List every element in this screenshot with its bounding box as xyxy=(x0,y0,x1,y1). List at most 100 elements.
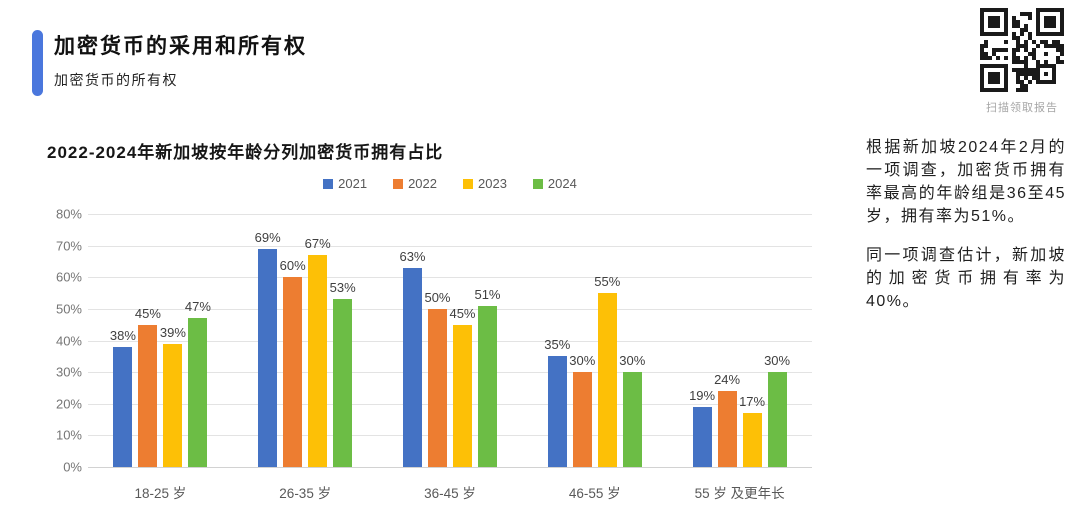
bar xyxy=(258,248,278,467)
legend-label: 2021 xyxy=(338,176,368,191)
bar-column: 19% xyxy=(689,388,715,467)
bar-column: 53% xyxy=(330,280,356,467)
bar-value-label: 51% xyxy=(474,286,501,302)
y-tick-label: 10% xyxy=(55,427,82,443)
bar-column: 30% xyxy=(569,353,595,467)
bar xyxy=(742,413,762,467)
legend-swatch xyxy=(532,178,543,189)
legend-item: 2023 xyxy=(463,176,507,191)
plot-area: 38% 45% 39% 47% 69% 60% 67% 53% 63% 50% 45% 51% 35% 3… xyxy=(88,214,812,468)
bar-column: 67% xyxy=(305,236,331,467)
bar xyxy=(622,372,642,467)
bar xyxy=(692,406,712,467)
bar xyxy=(767,372,787,467)
legend-swatch xyxy=(393,178,404,189)
bar-value-label: 45% xyxy=(449,305,476,321)
bar-column: 30% xyxy=(619,353,645,467)
legend-item: 2024 xyxy=(532,176,577,191)
qr-block: 扫描领取报告 xyxy=(980,8,1064,115)
qr-code xyxy=(980,8,1064,92)
bar-group: 69% 60% 67% 53% xyxy=(233,214,378,467)
bar-column: 51% xyxy=(474,287,501,467)
bar-group: 35% 30% 55% 30% xyxy=(522,214,667,467)
y-tick-label: 40% xyxy=(55,333,82,348)
bar xyxy=(427,308,447,467)
y-tick-label: 0% xyxy=(63,459,82,475)
bar xyxy=(547,356,567,467)
bar-column: 63% xyxy=(399,249,426,467)
y-tick-label: 50% xyxy=(55,301,82,317)
legend-label: 2023 xyxy=(478,176,507,191)
y-tick-label: 30% xyxy=(55,364,82,380)
bar-group: 19% 24% 17% 30% xyxy=(667,214,812,467)
x-axis-line xyxy=(88,467,812,468)
bar-value-label: 30% xyxy=(619,353,646,369)
bar-column: 50% xyxy=(424,290,451,467)
bar-value-label: 30% xyxy=(569,353,596,369)
legend-label: 2022 xyxy=(408,176,437,191)
gridline xyxy=(88,308,812,310)
gridline xyxy=(88,277,812,279)
bar-column: 47% xyxy=(185,299,211,467)
bar-column: 39% xyxy=(160,325,186,467)
bar xyxy=(597,293,617,467)
bar xyxy=(113,346,133,467)
title-accent-bar xyxy=(32,30,43,96)
x-tick-label: 18-25 岁 xyxy=(134,486,187,501)
bar-value-label: 39% xyxy=(159,324,186,340)
bar-value-label: 67% xyxy=(304,236,331,252)
bar xyxy=(333,299,353,467)
bar-column: 35% xyxy=(544,337,570,467)
note-paragraph: 同一项调查估计，新加坡的加密货币拥有率为40%。 xyxy=(866,247,1066,310)
x-tick-label: 55 岁 及更年长 xyxy=(694,486,785,501)
gridline xyxy=(88,435,812,437)
bar xyxy=(717,391,737,467)
legend-swatch xyxy=(463,178,473,189)
bar-column: 24% xyxy=(714,372,740,467)
bar xyxy=(477,305,497,467)
y-tick-label: 70% xyxy=(55,238,82,254)
gridline xyxy=(88,214,812,215)
note-paragraph: 根据新加坡2024年2月的一项调查，加密货币拥有率最高的年龄组是36至45岁，拥… xyxy=(866,139,1066,225)
bar-column: 38% xyxy=(110,328,136,467)
bars: 38% 45% 39% 47% 69% 60% 67% 53% 63% 50% 45% 51% 35% 3… xyxy=(88,214,812,467)
y-tick-label: 80% xyxy=(55,206,82,222)
x-tick-label: 26-35 岁 xyxy=(279,486,332,501)
bar-column: 55% xyxy=(594,274,620,467)
y-tick-label: 60% xyxy=(55,269,82,285)
bar-value-label: 35% xyxy=(544,337,571,353)
bar xyxy=(188,318,208,467)
bar-group: 38% 45% 39% 47% xyxy=(88,214,233,467)
bar xyxy=(452,324,472,467)
page-title: 加密货币的采用和所有权 xyxy=(54,35,307,58)
page-subtitle: 加密货币的所有权 xyxy=(54,72,178,88)
qr-caption: 扫描领取报告 xyxy=(986,102,1058,114)
bar-value-label: 69% xyxy=(254,229,281,245)
bar-value-label: 30% xyxy=(764,353,791,369)
bar-value-label: 63% xyxy=(399,248,426,264)
bar-value-label: 17% xyxy=(739,394,766,410)
bar-group: 63% 50% 45% 51% xyxy=(378,214,523,467)
bar-column: 60% xyxy=(280,258,306,467)
bar xyxy=(308,255,328,467)
bar-value-label: 24% xyxy=(714,372,741,388)
chart-title: 2022-2024年新加坡按年龄分列加密货币拥有占比 xyxy=(47,143,444,162)
x-tick-label: 46-55 岁 xyxy=(568,486,621,501)
gridline xyxy=(88,372,812,374)
gridline xyxy=(88,340,812,342)
legend-swatch xyxy=(323,178,334,189)
y-axis-labels: 80% 70% 60% 50% 40% 30% 20% 10% 0% xyxy=(40,207,82,475)
legend-item: 2022 xyxy=(393,176,437,191)
chart-legend: 2021 2022 2023 2024 xyxy=(88,176,812,191)
y-tick-label: 20% xyxy=(55,396,82,412)
bar-value-label: 60% xyxy=(279,258,306,274)
bar xyxy=(283,277,303,467)
bar-column: 45% xyxy=(135,306,161,467)
bar xyxy=(163,343,183,467)
bar-value-label: 53% xyxy=(329,280,356,296)
bar-value-label: 38% xyxy=(109,327,136,343)
bar-column: 17% xyxy=(739,394,765,467)
bar-value-label: 19% xyxy=(689,387,716,403)
gridline xyxy=(88,403,812,405)
